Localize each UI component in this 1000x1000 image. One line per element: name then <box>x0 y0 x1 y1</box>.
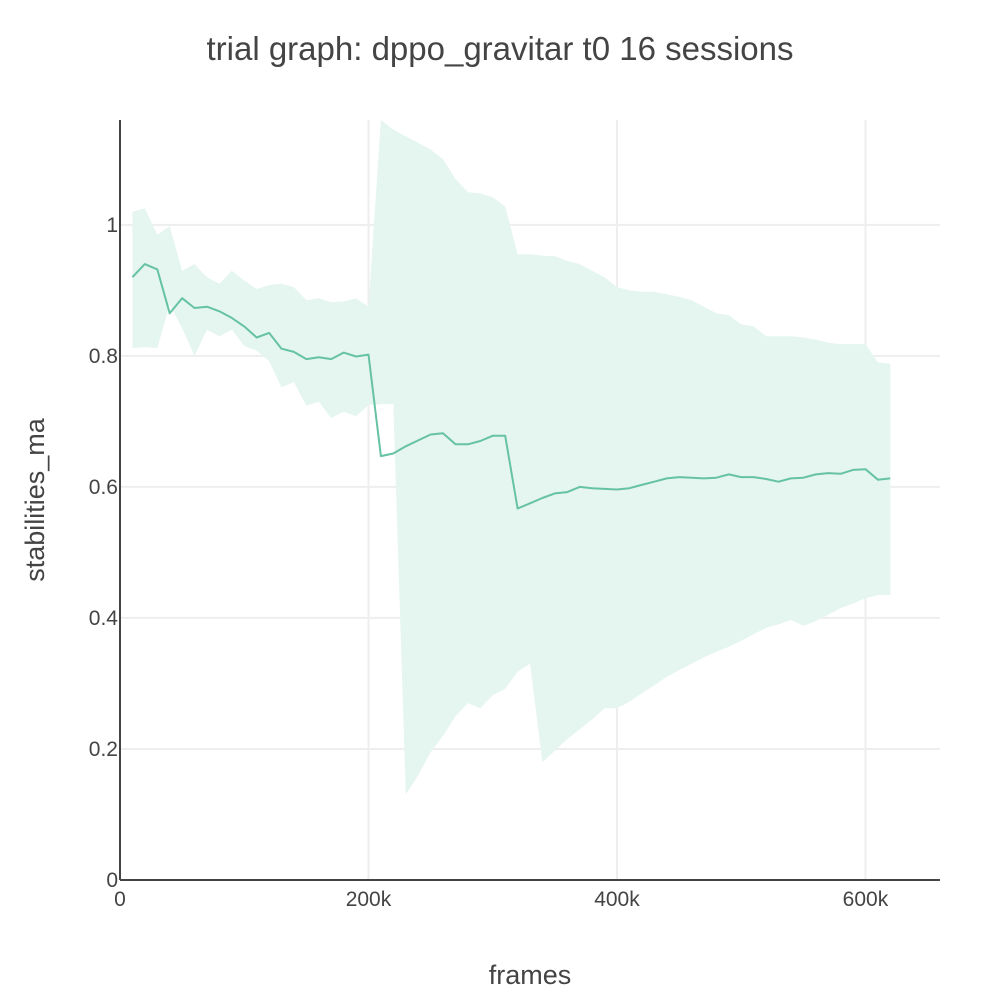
y-tick-label: 0.8 <box>89 345 118 368</box>
x-tick-label: 600k <box>843 888 889 911</box>
mean-series-line <box>131 263 891 510</box>
y-tick-label: 1 <box>106 214 118 237</box>
y-tick-label: 0.6 <box>89 476 118 499</box>
x-tick-label: 0 <box>114 888 126 911</box>
y-tick-label: 0.2 <box>89 738 118 761</box>
x-tick-label: 200k <box>346 888 392 911</box>
confidence-band <box>132 120 891 795</box>
chart-title: trial graph: dppo_gravitar t0 16 session… <box>206 30 793 67</box>
y-axis-title: stabilities_ma <box>20 417 50 582</box>
y-tick-label: 0 <box>106 869 118 892</box>
line-layer <box>131 263 891 510</box>
x-tick-label: 400k <box>594 888 640 911</box>
axis-layer <box>119 120 940 881</box>
x-axis-title: frames <box>489 960 572 990</box>
tick-layer: 0 200k 400k 600k 0 0.2 0.4 0.6 0.8 1 <box>89 214 889 911</box>
y-tick-label: 0.4 <box>89 607 119 630</box>
band-layer <box>132 120 891 795</box>
